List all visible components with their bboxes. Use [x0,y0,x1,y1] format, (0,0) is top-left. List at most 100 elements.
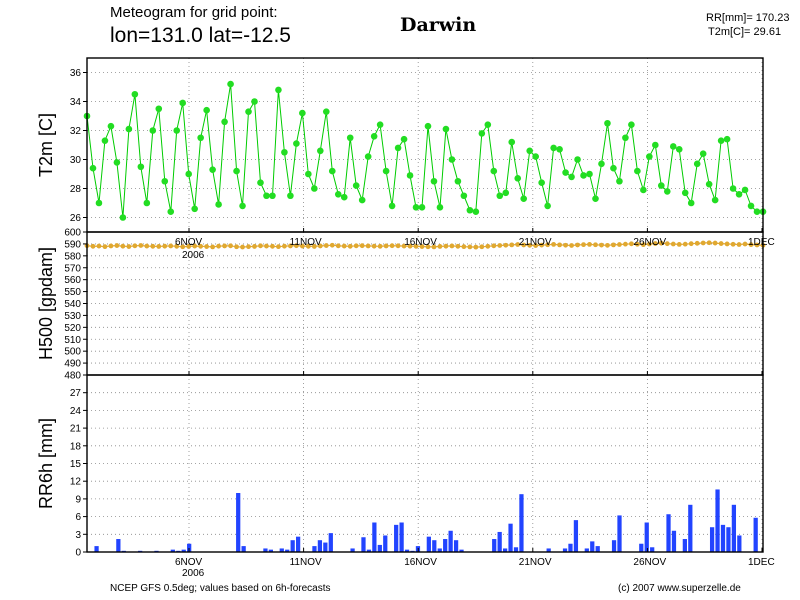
h500-point [138,243,144,248]
t2m-point [508,138,516,146]
y-tick-label: 27 [70,388,82,399]
h500-point [282,243,287,249]
y-tick-label: 30 [70,155,82,166]
t2m-point [436,204,444,211]
h500-point [521,242,527,248]
h500-point [389,243,395,249]
t2m-point [430,177,438,185]
t2m-point [586,170,593,178]
y-axis-label: T2m [C] [36,113,56,177]
h500-point [491,243,497,249]
h500-point [724,241,730,247]
y-tick-label: 24 [70,406,82,417]
t2m-point [640,186,647,194]
t2m-point [675,146,683,153]
t2m-point [185,170,192,178]
h500-point [545,242,551,248]
h500-point [144,243,150,249]
h500-point [611,242,616,248]
rr6h-bar [437,548,442,552]
h500-point [198,243,204,249]
t2m-point [747,202,755,210]
h500-point [371,243,377,249]
rr6h-bar [590,541,595,552]
h500-point [658,240,664,246]
h500-point [515,242,521,247]
h500-point [473,244,479,250]
panel-frame [86,57,764,233]
h500-point [485,243,491,249]
h500-point [425,244,431,250]
h500-point [748,242,754,248]
mean-temperature-readout: T2m[C]= 29.61 [708,26,782,38]
t2m-point [269,192,276,200]
t2m-point [442,125,450,133]
h500-point [377,243,383,249]
rr6h-bar [546,548,551,552]
t2m-point [490,167,498,175]
rr6h-bar [508,523,513,552]
t2m-point [460,192,468,200]
h500-point [228,243,233,249]
rr6h-bar [513,547,519,552]
grid-point-coords: lon=131.0 lat=-12.5 [110,24,291,47]
rr6h-bar [372,522,377,552]
h500-point [96,243,102,249]
h500-point [623,241,628,247]
t2m-point [604,119,611,127]
h500-point [395,243,401,249]
t2m-point [358,196,366,204]
x-tick-label: 1DEC [748,237,775,248]
t2m-point [406,172,414,179]
h500-point [252,244,257,249]
t2m-point [663,188,671,195]
rr6h-bar [426,536,431,552]
h500-point [293,243,299,249]
h500-point [712,240,718,246]
y-tick-label: 600 [64,228,81,239]
t2m-point [484,121,492,128]
rr6h-bar [181,549,186,552]
y-tick-label: 32 [70,126,82,137]
y-tick-label: 560 [64,275,81,286]
t2m-point [658,182,665,189]
h500-point [682,241,688,247]
h500-point [652,241,658,246]
t2m-point [412,204,420,211]
h500-point [162,243,168,249]
rr6h-bar [497,531,502,552]
h500-point [688,241,694,247]
rr6h-bar [328,533,333,552]
x-tick-label: 1DEC [748,557,775,568]
h500-point [461,244,467,250]
t2m-point [352,182,360,189]
h500-point [329,242,335,248]
h500-point [335,243,341,249]
h500-point [443,243,449,249]
rr6h-bar [644,522,649,552]
t2m-point [526,147,533,155]
t2m-point [568,173,575,181]
copyright-note: (c) 2007 www.superzelle.de [618,583,741,594]
t2m-point [311,185,318,192]
t2m-point [173,127,181,134]
h500-point [593,242,598,248]
t2m-point [669,143,677,150]
h500-point [353,243,359,249]
t2m-point [287,192,294,200]
y-axis-label: RR6h [mm] [36,418,56,509]
rr6h-bar [568,543,573,552]
h500-point [557,242,563,248]
t2m-point [520,195,528,202]
panel-frame [86,374,764,553]
y-tick-label: 540 [64,299,81,310]
t2m-point [388,202,396,210]
rr6h-bar [377,544,382,552]
t2m-point [245,108,252,115]
h500-point [533,243,539,248]
t2m-point [125,125,133,133]
x-tick-label: 6NOV [175,237,203,248]
rr6h-bar [753,517,758,552]
t2m-point [705,180,713,188]
y-tick-label: 3 [75,530,81,541]
